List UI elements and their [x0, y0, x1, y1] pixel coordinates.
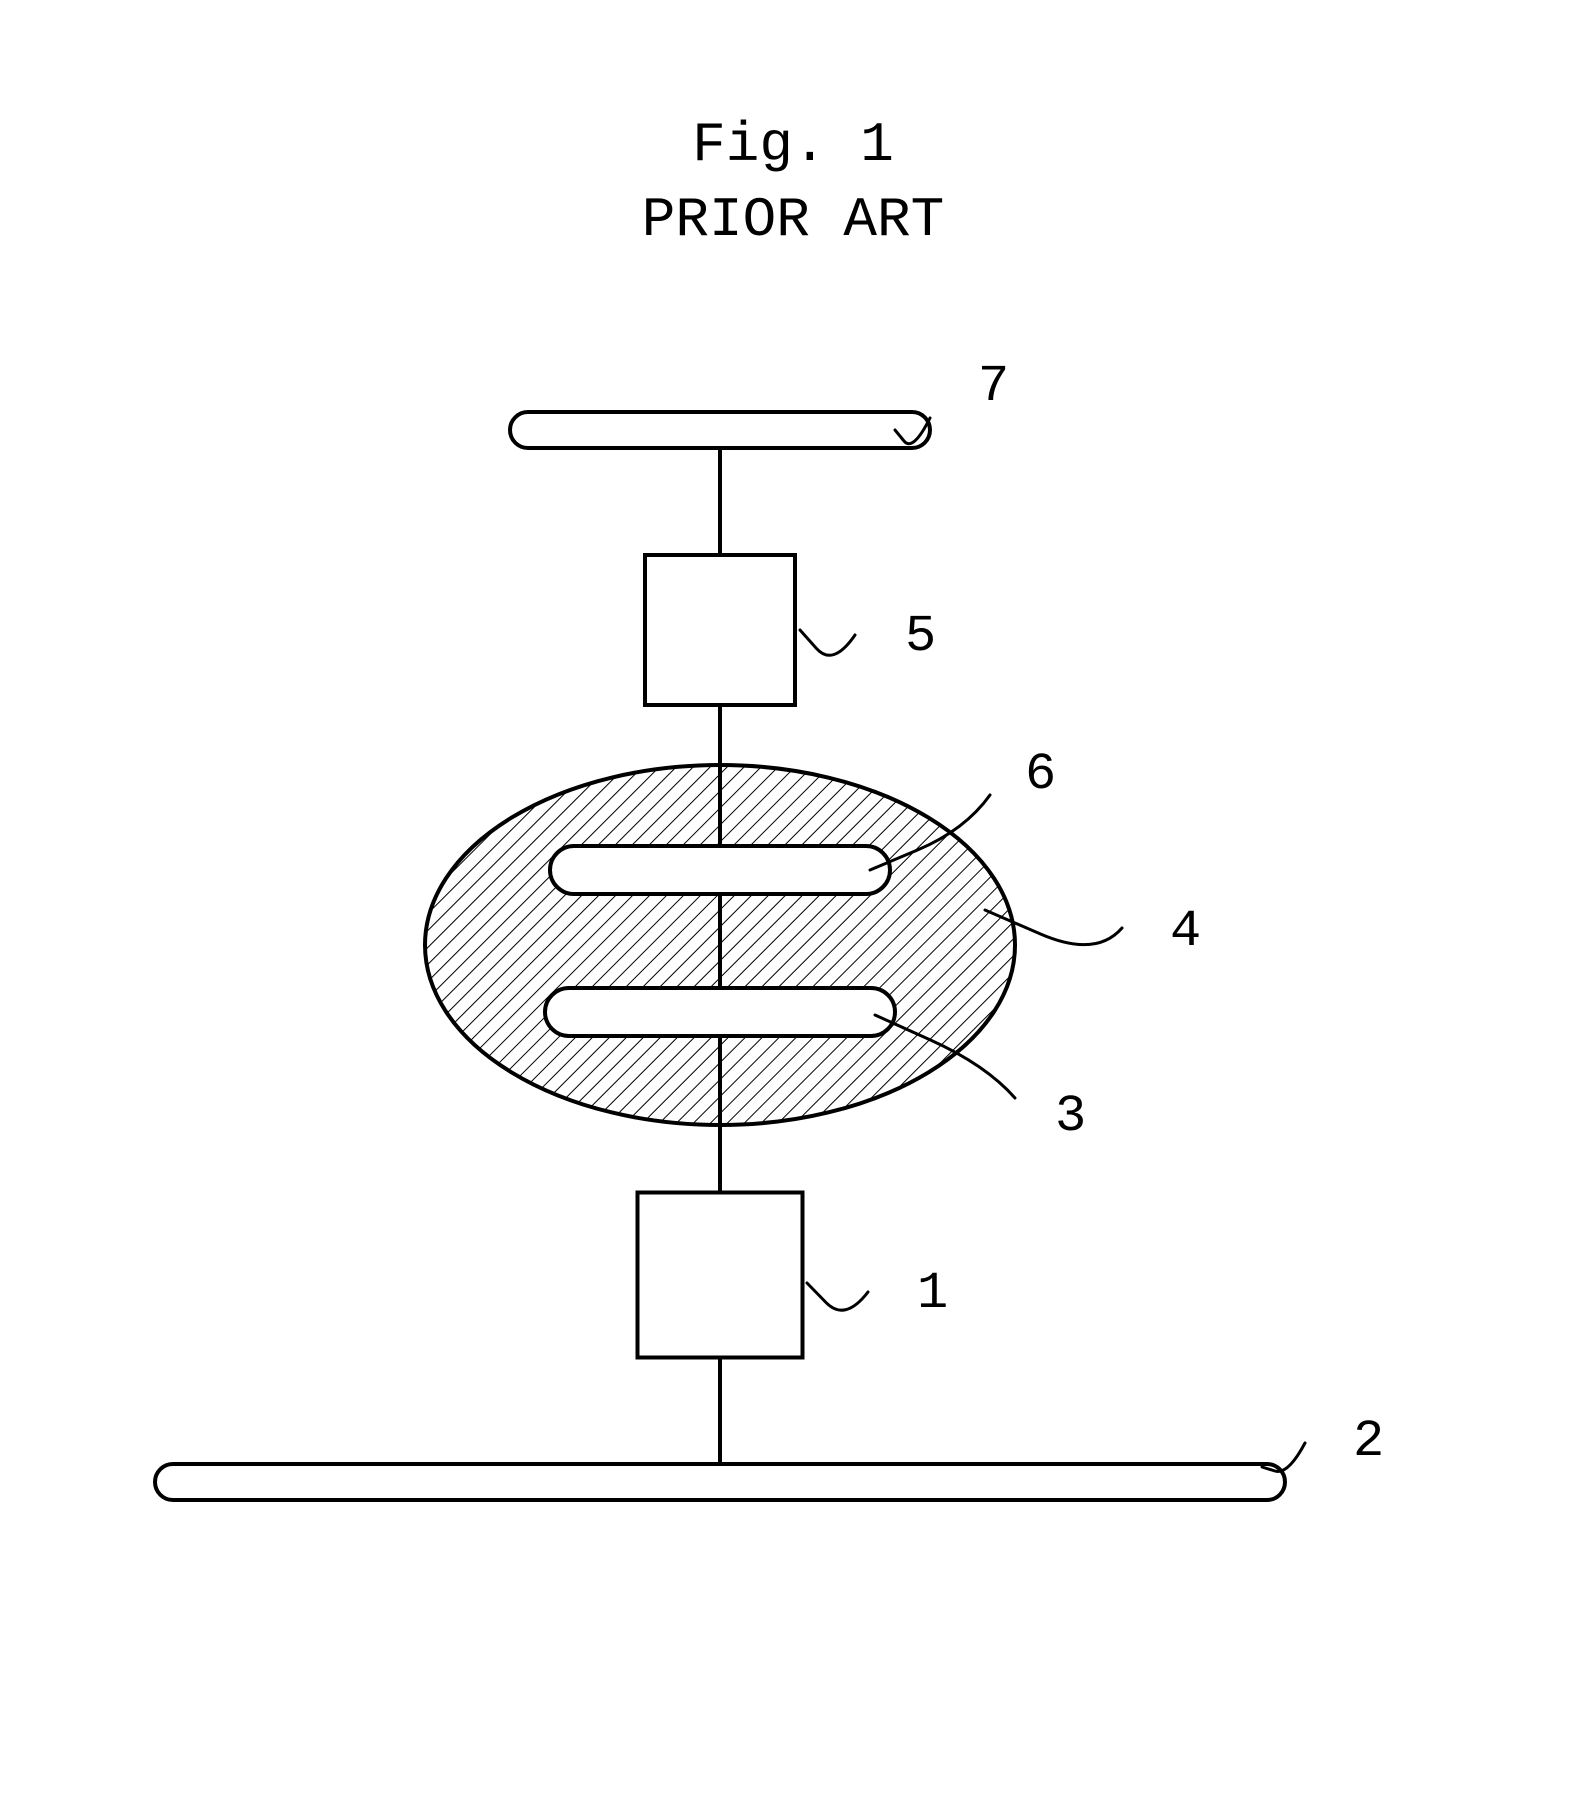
reference-numeral: 1: [917, 1264, 948, 1323]
reference-numeral: 7: [978, 357, 1009, 416]
box-top: [645, 555, 795, 705]
reference-numeral: 2: [1353, 1412, 1384, 1471]
reference-numeral: 4: [1170, 902, 1201, 961]
ellipse-hatch-fill: [0, 0, 1587, 1814]
inner-rod-top: [550, 846, 890, 894]
reference-numeral: 6: [1025, 745, 1056, 804]
top-rod: [510, 412, 930, 448]
reference-numeral: 3: [1055, 1087, 1086, 1146]
inner-rod-bottom: [545, 988, 895, 1036]
bottom-rod: [155, 1464, 1285, 1500]
box-bottom: [638, 1193, 803, 1358]
reference-numeral: 5: [905, 607, 936, 666]
